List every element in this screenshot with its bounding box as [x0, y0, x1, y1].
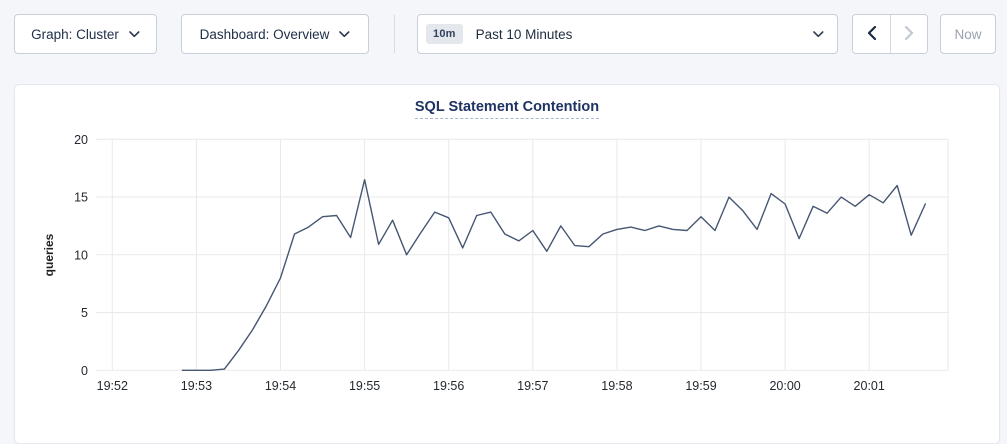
y-tick-label: 20 — [74, 133, 88, 147]
time-step-button-group — [852, 14, 928, 54]
x-tick-label: 19:58 — [601, 379, 632, 393]
time-range-badge: 10m — [426, 24, 463, 44]
contention-series-line — [181, 179, 926, 371]
chart-title[interactable]: SQL Statement Contention — [414, 99, 600, 119]
toolbar: Graph: Cluster Dashboard: Overview 10m P… — [0, 0, 1007, 54]
sql-statement-contention-chart[interactable]: 0 5 10 15 20 19:52 19:53 19:54 19:55 19:56 19:57 19… — [15, 85, 1001, 432]
toolbar-divider — [394, 15, 395, 53]
chevron-down-icon — [129, 30, 140, 38]
y-tick-label: 5 — [81, 306, 88, 320]
next-range-button[interactable] — [890, 15, 927, 53]
dashboard-dropdown-label: Dashboard: Overview — [199, 26, 330, 42]
x-tick-label: 19:54 — [265, 379, 296, 393]
y-tick-label: 0 — [81, 364, 88, 378]
x-tick-label: 19:52 — [97, 379, 128, 393]
dashboard-dropdown[interactable]: Dashboard: Overview — [181, 14, 369, 54]
x-tick-label: 20:00 — [769, 379, 800, 393]
now-button[interactable]: Now — [940, 14, 996, 54]
x-tick-label: 19:53 — [181, 379, 212, 393]
chevron-down-icon — [813, 30, 824, 38]
x-tick-label: 19:56 — [433, 379, 464, 393]
x-tick-label: 19:57 — [517, 379, 548, 393]
chevron-right-icon — [904, 25, 914, 43]
time-range-label: Past 10 Minutes — [475, 26, 573, 42]
chevron-down-icon — [339, 30, 350, 38]
chart-title-row: SQL Statement Contention — [15, 85, 999, 119]
time-range-selector[interactable]: 10m Past 10 Minutes — [417, 14, 838, 54]
previous-range-button[interactable] — [853, 15, 890, 53]
x-tick-label: 19:59 — [685, 379, 716, 393]
y-axis-label: queries — [42, 233, 56, 276]
graph-dropdown[interactable]: Graph: Cluster — [14, 14, 157, 54]
chevron-left-icon — [867, 25, 877, 43]
y-tick-label: 10 — [74, 248, 88, 262]
chart-card: SQL Statement Contention 0 5 10 15 20 19:52 19… — [14, 84, 1000, 444]
x-tick-label: 19:55 — [349, 379, 380, 393]
x-tick-label: 20:01 — [854, 379, 885, 393]
graph-dropdown-label: Graph: Cluster — [31, 26, 119, 42]
y-tick-label: 15 — [74, 191, 88, 205]
